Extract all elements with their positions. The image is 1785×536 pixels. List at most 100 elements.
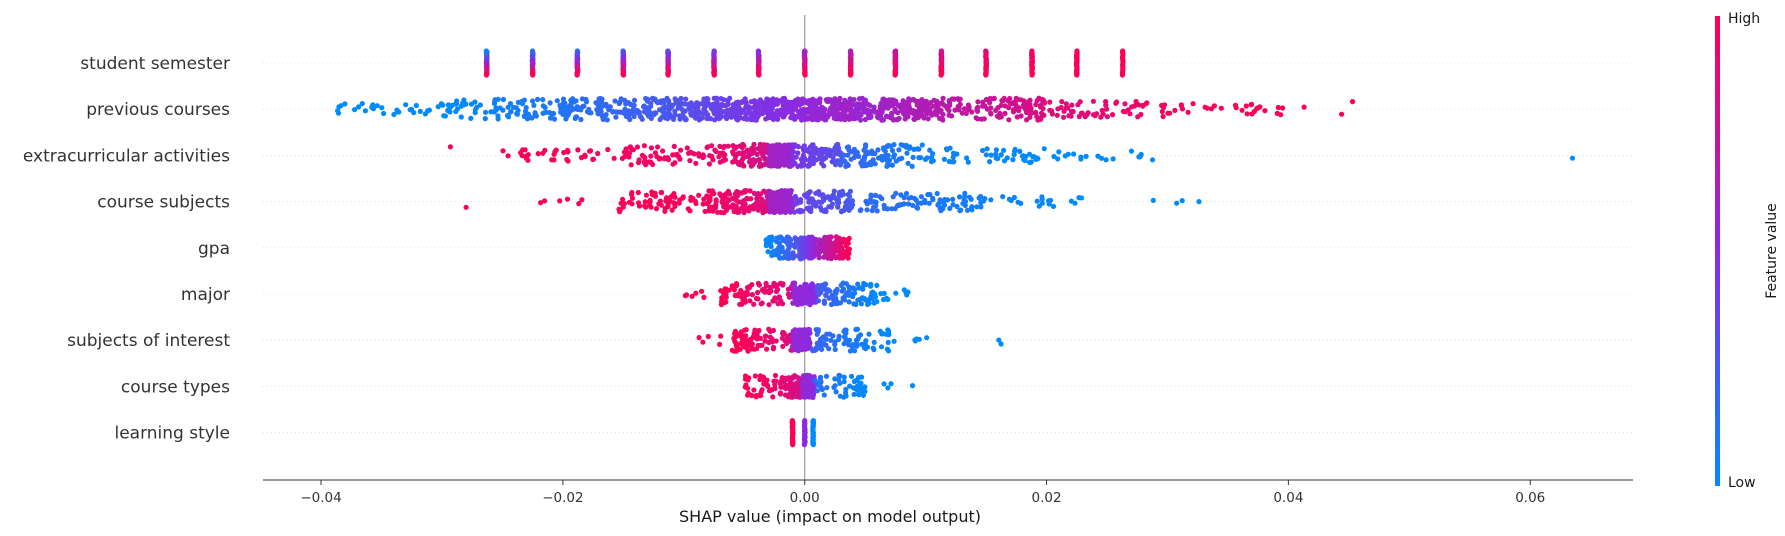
shap-point xyxy=(851,391,857,397)
shap-point xyxy=(1070,108,1076,115)
shap-point xyxy=(703,109,709,115)
shap-point xyxy=(693,200,699,207)
shap-point xyxy=(500,148,506,154)
shap-point xyxy=(839,188,846,194)
shap-point xyxy=(814,340,820,346)
shap-point xyxy=(1128,148,1135,154)
shap-point xyxy=(747,298,753,304)
shap-point xyxy=(772,209,778,215)
shap-point xyxy=(867,109,874,116)
shap-point xyxy=(801,192,808,198)
x-tick-label: 0.00 xyxy=(790,490,820,506)
shap-point xyxy=(999,98,1005,104)
shap-point xyxy=(891,338,897,344)
shap-point xyxy=(991,95,997,101)
shap-point xyxy=(838,160,844,166)
shap-point xyxy=(817,380,823,386)
shap-point xyxy=(1065,151,1071,157)
shap-point xyxy=(426,107,432,113)
shap-point xyxy=(806,393,813,399)
shap-point xyxy=(746,284,752,290)
shap-point xyxy=(947,205,953,211)
shap-point xyxy=(714,99,720,105)
shap-point xyxy=(665,204,671,210)
shap-point xyxy=(889,112,895,118)
shap-point xyxy=(689,109,695,116)
shap-point xyxy=(914,336,920,342)
shap-point xyxy=(898,192,904,198)
shap-point xyxy=(500,96,506,103)
shap-point xyxy=(798,163,805,169)
shap-point xyxy=(752,327,758,333)
shap-point xyxy=(603,103,610,109)
shap-point xyxy=(1028,159,1034,165)
shap-point xyxy=(708,116,714,122)
shap-point xyxy=(836,372,842,378)
shap-point xyxy=(827,250,833,256)
shap-point xyxy=(862,155,868,161)
shap-point xyxy=(803,296,809,302)
shap-point xyxy=(802,249,808,255)
feature-label: student semester xyxy=(80,54,230,74)
shap-point xyxy=(507,101,514,107)
shap-point xyxy=(765,115,771,121)
shap-point xyxy=(696,192,702,198)
shap-point xyxy=(1047,99,1053,105)
shap-point xyxy=(1012,100,1018,106)
shap-point xyxy=(892,72,898,78)
shap-point xyxy=(905,114,911,120)
shap-point xyxy=(785,241,791,248)
shap-point xyxy=(661,156,667,162)
shap-point xyxy=(941,156,948,162)
shap-point xyxy=(772,149,779,155)
shap-point xyxy=(1023,153,1029,160)
shap-point xyxy=(997,110,1003,116)
shap-point xyxy=(769,154,775,160)
shap-point xyxy=(403,102,409,108)
shap-point xyxy=(510,104,517,110)
shap-point xyxy=(718,333,724,339)
shap-point xyxy=(593,100,599,106)
shap-point xyxy=(586,106,592,112)
shap-point xyxy=(768,235,774,241)
shap-point xyxy=(714,95,720,101)
shap-point xyxy=(851,301,857,307)
shap-point xyxy=(790,340,796,346)
shap-point xyxy=(1138,111,1144,118)
shap-point xyxy=(1006,105,1012,111)
shap-point xyxy=(749,341,756,347)
shap-point xyxy=(657,198,664,204)
shap-point xyxy=(998,341,1004,347)
shap-point xyxy=(790,154,796,160)
shap-point xyxy=(755,111,762,117)
shap-point xyxy=(1119,72,1125,78)
shap-point xyxy=(693,160,699,166)
shap-point xyxy=(1034,198,1040,204)
shap-point xyxy=(829,201,836,207)
shap-point xyxy=(719,295,725,301)
shap-point xyxy=(812,377,818,383)
shap-point xyxy=(796,333,802,339)
shap-point xyxy=(809,142,815,148)
shap-point xyxy=(689,293,695,299)
shap-point xyxy=(672,203,678,209)
shap-point xyxy=(998,152,1004,158)
shap-point xyxy=(946,107,952,114)
colorbar xyxy=(1715,16,1720,486)
shap-point xyxy=(505,104,511,110)
shap-point xyxy=(352,107,358,113)
shap-point xyxy=(677,197,683,203)
shap-point xyxy=(579,197,585,203)
shap-point xyxy=(793,293,799,300)
shap-point xyxy=(1074,72,1080,78)
shap-point xyxy=(909,163,915,169)
shap-point xyxy=(1006,196,1013,202)
shap-point xyxy=(846,235,852,242)
colorbar-high-label: High xyxy=(1728,11,1760,27)
shap-point xyxy=(1218,105,1224,111)
shap-point xyxy=(818,384,824,390)
shap-point xyxy=(656,156,662,162)
shap-point xyxy=(773,296,779,302)
shap-point xyxy=(983,96,990,103)
shap-point xyxy=(672,160,678,166)
